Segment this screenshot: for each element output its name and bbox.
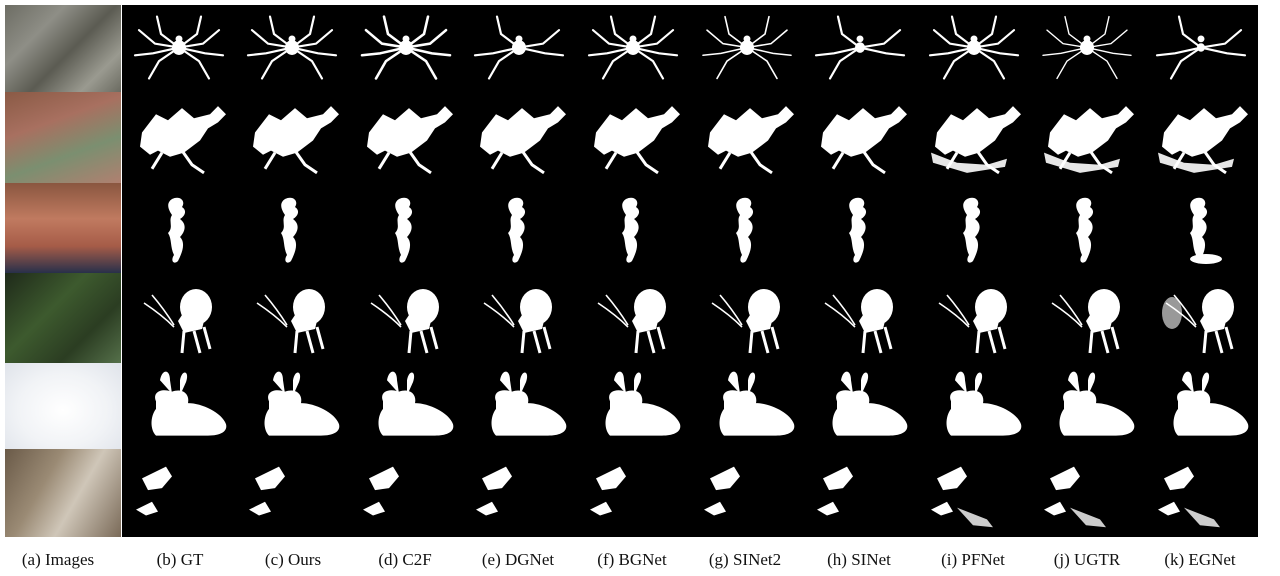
prediction-mask-hare-col-10 (1030, 363, 1144, 449)
prediction-mask-owl-col-3 (235, 449, 349, 537)
prediction-mask-owl-col-9 (917, 449, 1031, 537)
column-caption-9: (i) PFNet (941, 550, 1005, 569)
prediction-mask-seahorse-col-5 (462, 183, 576, 273)
prediction-mask-owl-col-11 (1144, 449, 1258, 537)
prediction-mask-seahorse-col-10 (1030, 183, 1144, 273)
prediction-mask-owl-col-6 (576, 449, 690, 537)
input-image-seahorse-col-1 (5, 183, 121, 273)
prediction-mask-owl-col-2 (122, 449, 236, 537)
prediction-mask-mantis-col-7 (690, 92, 804, 183)
column-caption-1: (a) Images (21, 550, 95, 569)
prediction-mask-seahorse-col-4 (349, 183, 463, 273)
prediction-mask-mantis-col-2 (122, 92, 236, 183)
prediction-mask-seahorse-col-9 (917, 183, 1031, 273)
prediction-mask-hare-col-8 (803, 363, 917, 449)
prediction-mask-seahorse-col-7 (690, 183, 804, 273)
prediction-mask-katydid-col-8 (803, 273, 917, 363)
prediction-mask-seahorse-col-6 (576, 183, 690, 273)
prediction-mask-hare-col-3 (235, 363, 349, 449)
prediction-mask-seahorse-col-8 (803, 183, 917, 273)
prediction-mask-katydid-col-4 (349, 273, 463, 363)
column-caption-11: (k) EGNet (1164, 550, 1236, 569)
prediction-mask-spider-col-2 (122, 5, 236, 92)
prediction-mask-spider-col-7 (690, 5, 804, 92)
prediction-mask-owl-col-10 (1030, 449, 1144, 537)
prediction-mask-katydid-col-3 (235, 273, 349, 363)
prediction-mask-owl-col-4 (349, 449, 463, 537)
prediction-mask-mantis-col-6 (576, 92, 690, 183)
prediction-mask-spider-col-5 (462, 5, 576, 92)
prediction-mask-katydid-col-6 (576, 273, 690, 363)
prediction-mask-hare-col-5 (462, 363, 576, 449)
prediction-mask-hare-col-9 (917, 363, 1031, 449)
column-caption-7: (g) SINet2 (708, 550, 782, 569)
prediction-mask-hare-col-11 (1144, 363, 1258, 449)
prediction-mask-hare-col-7 (690, 363, 804, 449)
prediction-mask-spider-col-8 (803, 5, 917, 92)
prediction-mask-mantis-col-3 (235, 92, 349, 183)
column-caption-10: (j) UGTR (1053, 550, 1121, 569)
column-caption-6: (f) BGNet (597, 550, 667, 569)
prediction-mask-mantis-col-5 (462, 92, 576, 183)
prediction-mask-seahorse-col-2 (122, 183, 236, 273)
prediction-mask-mantis-col-9 (917, 92, 1031, 183)
prediction-mask-owl-col-7 (690, 449, 804, 537)
column-caption-8: (h) SINet (827, 550, 891, 569)
prediction-mask-mantis-col-11 (1144, 92, 1258, 183)
prediction-mask-seahorse-col-11 (1144, 183, 1258, 273)
column-caption-2: (b) GT (156, 550, 204, 569)
prediction-mask-spider-col-3 (235, 5, 349, 92)
input-image-spider-col-1 (5, 5, 121, 92)
prediction-mask-owl-col-8 (803, 449, 917, 537)
prediction-mask-katydid-col-11 (1144, 273, 1258, 363)
prediction-mask-hare-col-4 (349, 363, 463, 449)
column-caption-3: (c) Ours (264, 550, 322, 569)
prediction-mask-seahorse-col-3 (235, 183, 349, 273)
prediction-mask-spider-col-6 (576, 5, 690, 92)
input-image-owl-col-1 (5, 449, 121, 537)
input-image-mantis-col-1 (5, 92, 121, 183)
column-caption-5: (e) DGNet (481, 550, 555, 569)
prediction-mask-katydid-col-2 (122, 273, 236, 363)
prediction-mask-spider-col-10 (1030, 5, 1144, 92)
prediction-mask-hare-col-2 (122, 363, 236, 449)
column-caption-4: (d) C2F (378, 550, 432, 569)
prediction-mask-mantis-col-4 (349, 92, 463, 183)
prediction-mask-katydid-col-9 (917, 273, 1031, 363)
prediction-mask-spider-col-9 (917, 5, 1031, 92)
prediction-mask-owl-col-5 (462, 449, 576, 537)
input-image-katydid-col-1 (5, 273, 121, 363)
prediction-mask-mantis-col-8 (803, 92, 917, 183)
prediction-mask-spider-col-11 (1144, 5, 1258, 92)
prediction-mask-mantis-col-10 (1030, 92, 1144, 183)
prediction-mask-hare-col-6 (576, 363, 690, 449)
prediction-mask-spider-col-4 (349, 5, 463, 92)
input-image-hare-col-1 (5, 363, 121, 449)
prediction-mask-katydid-col-7 (690, 273, 804, 363)
prediction-mask-katydid-col-5 (462, 273, 576, 363)
prediction-mask-katydid-col-10 (1030, 273, 1144, 363)
